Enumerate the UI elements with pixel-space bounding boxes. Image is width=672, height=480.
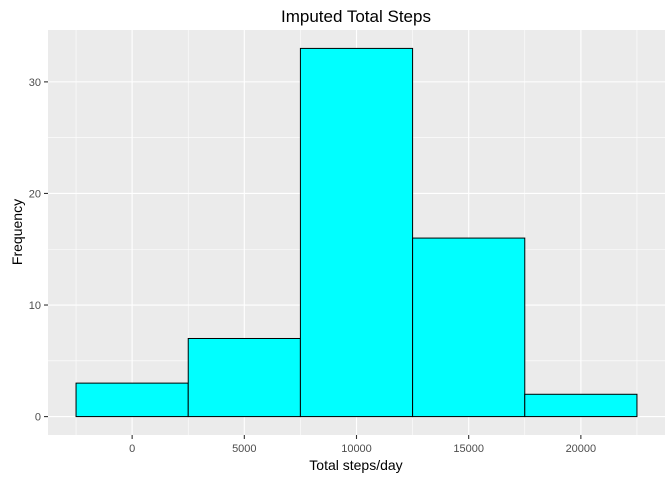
histogram-bar-1 <box>75 382 189 418</box>
y-tick-label: 0 <box>35 412 41 424</box>
histogram-bar-3 <box>299 47 414 418</box>
y-tick-label: 20 <box>29 188 41 200</box>
y-tick-label: 30 <box>29 77 41 89</box>
x-tick-label: 5000 <box>232 443 256 455</box>
x-tick-label: 15000 <box>453 443 484 455</box>
x-axis-label: Total steps/day <box>309 457 402 473</box>
y-axis-label: Frequency <box>9 199 25 265</box>
histogram-bar-2 <box>187 337 301 418</box>
histogram-bars <box>75 47 638 418</box>
y-tick-label: 10 <box>29 300 41 312</box>
x-tick-label: 0 <box>129 443 135 455</box>
axes: 0 5000 10000 15000 20000 0 10 20 30 <box>29 77 596 455</box>
x-tick-label: 10000 <box>341 443 372 455</box>
histogram-bar-5 <box>524 393 638 418</box>
x-tick-label: 20000 <box>566 443 597 455</box>
histogram-bar-4 <box>412 237 526 418</box>
chart-title: Imputed Total Steps <box>281 7 431 26</box>
